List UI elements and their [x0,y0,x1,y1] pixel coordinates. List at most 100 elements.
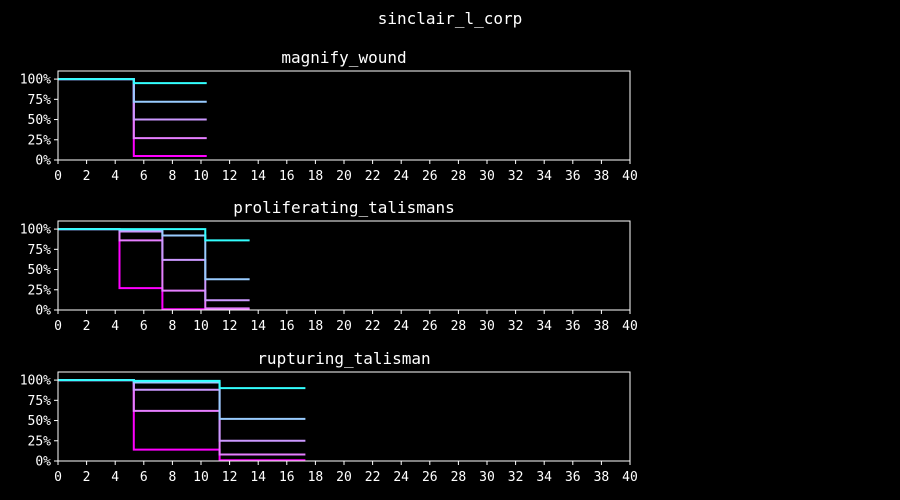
x-tick-label: 0 [54,169,62,184]
y-tick-label: 75% [28,243,52,258]
x-tick-label: 40 [622,319,638,334]
y-tick-label: 50% [28,414,52,429]
x-tick-label: 2 [83,319,91,334]
y-tick-label: 0% [35,304,51,319]
series-line-1 [58,379,306,462]
y-tick-label: 75% [28,93,52,108]
panel-title: proliferating_talismans [233,198,455,217]
x-tick-label: 10 [193,470,209,485]
x-tick-label: 22 [365,169,381,184]
y-tick-label: 50% [28,263,52,278]
panel-title: rupturing_talisman [257,349,430,368]
x-tick-label: 34 [536,169,552,184]
x-tick-label: 4 [111,169,119,184]
series-line-4 [58,379,306,420]
y-tick-label: 0% [35,455,51,470]
x-tick-label: 36 [565,169,581,184]
x-tick-label: 26 [422,169,438,184]
x-tick-label: 38 [594,470,610,485]
x-tick-label: 20 [336,169,352,184]
x-tick-label: 32 [508,470,524,485]
x-tick-label: 0 [54,470,62,485]
x-tick-label: 26 [422,470,438,485]
x-tick-label: 24 [393,169,409,184]
x-tick-label: 28 [451,169,467,184]
x-tick-label: 36 [565,470,581,485]
x-tick-label: 40 [622,169,638,184]
x-tick-label: 6 [140,470,148,485]
x-tick-label: 30 [479,319,495,334]
series-line-4 [58,228,250,281]
series-line-2 [58,379,306,456]
series-line-5 [58,228,250,242]
x-tick-label: 4 [111,470,119,485]
x-tick-label: 8 [168,319,176,334]
x-tick-label: 18 [308,319,324,334]
x-tick-label: 10 [193,169,209,184]
x-tick-label: 2 [83,169,91,184]
x-tick-label: 36 [565,319,581,334]
y-tick-label: 25% [28,283,52,298]
y-tick-label: 100% [20,73,51,88]
axes-frame [57,220,631,311]
x-tick-label: 6 [140,169,148,184]
x-tick-label: 30 [479,169,495,184]
x-tick-label: 20 [336,319,352,334]
y-tick-label: 25% [28,434,52,449]
x-tick-label: 4 [111,319,119,334]
x-tick-label: 16 [279,470,295,485]
x-tick-label: 24 [393,319,409,334]
x-tick-label: 8 [168,169,176,184]
x-tick-label: 38 [594,169,610,184]
x-tick-label: 12 [222,319,238,334]
x-tick-label: 32 [508,169,524,184]
x-tick-label: 34 [536,319,552,334]
x-tick-label: 12 [222,470,238,485]
series-line-3 [58,78,207,121]
y-tick-label: 25% [28,133,52,148]
x-tick-label: 14 [250,470,266,485]
y-tick-label: 100% [20,223,51,238]
x-tick-label: 38 [594,319,610,334]
x-tick-label: 14 [250,319,266,334]
x-tick-label: 18 [308,470,324,485]
x-tick-label: 22 [365,470,381,485]
x-tick-label: 16 [279,319,295,334]
x-tick-label: 22 [365,319,381,334]
x-tick-label: 20 [336,470,352,485]
series-line-1 [58,78,207,157]
panel-title: magnify_wound [281,48,406,67]
x-tick-label: 18 [308,169,324,184]
x-tick-label: 40 [622,470,638,485]
y-tick-label: 0% [35,154,51,169]
x-tick-label: 30 [479,470,495,485]
x-tick-label: 14 [250,169,266,184]
figure-title: sinclair_l_corp [378,9,523,28]
series-line-2 [58,78,207,140]
x-tick-label: 28 [451,470,467,485]
series-line-5 [58,78,207,85]
x-tick-label: 8 [168,470,176,485]
axes-frame [57,371,631,462]
x-tick-label: 10 [193,319,209,334]
y-tick-label: 100% [20,374,51,389]
y-tick-label: 50% [28,113,52,128]
x-tick-label: 34 [536,470,552,485]
x-tick-label: 2 [83,470,91,485]
x-tick-label: 16 [279,169,295,184]
x-tick-label: 6 [140,319,148,334]
x-tick-label: 12 [222,169,238,184]
x-tick-label: 28 [451,319,467,334]
y-tick-label: 75% [28,394,52,409]
x-tick-label: 32 [508,319,524,334]
series-line-5 [58,379,306,390]
axes-frame [57,70,631,161]
x-tick-label: 26 [422,319,438,334]
x-tick-label: 24 [393,470,409,485]
x-tick-label: 0 [54,319,62,334]
